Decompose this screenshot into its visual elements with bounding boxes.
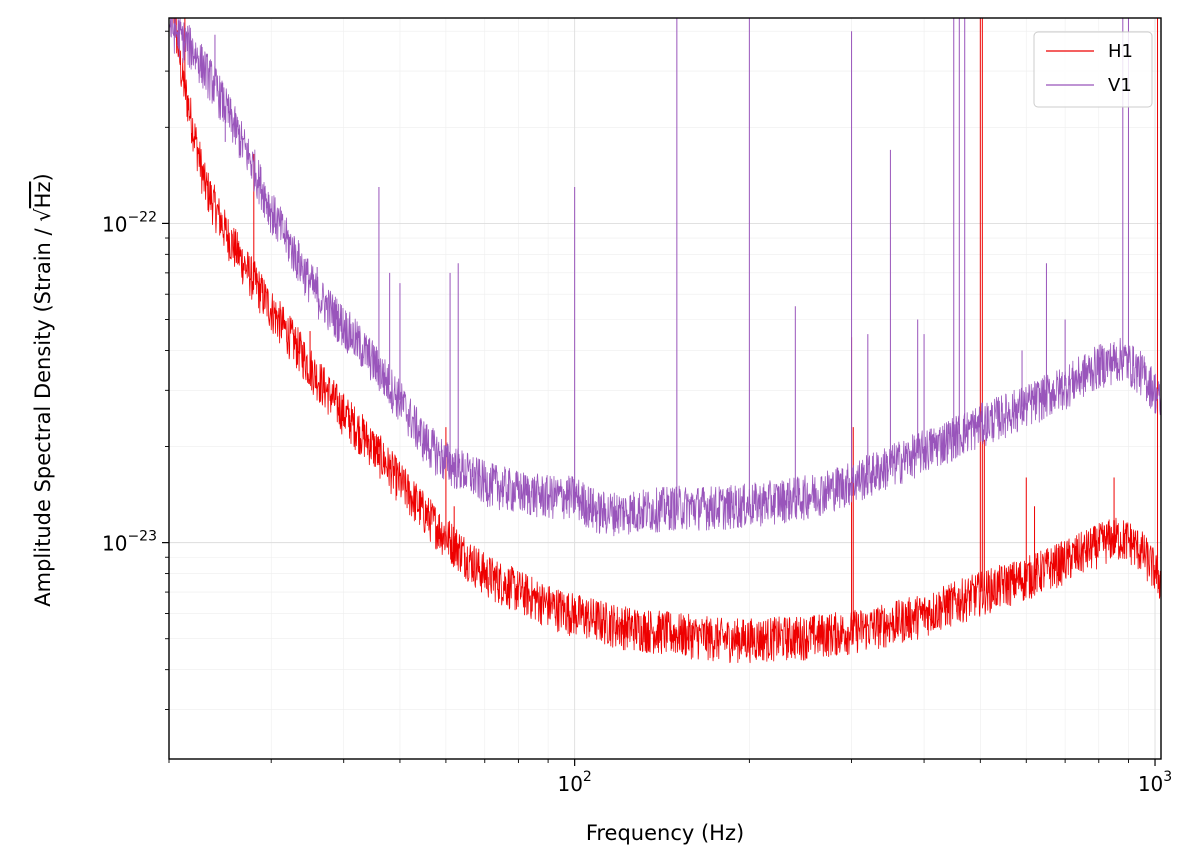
y-tick-label: 10−22 <box>102 209 157 236</box>
x-axis-label: Frequency (Hz) <box>586 821 744 845</box>
legend: H1 V1 <box>1033 31 1153 108</box>
series-H1 <box>173 18 1161 664</box>
y-axis-label: Amplitude Spectral Density (Strain / √Hz… <box>31 173 55 606</box>
legend-box <box>1033 31 1153 108</box>
plot-frame <box>168 17 1162 760</box>
x-tick-label: 102 <box>557 769 591 796</box>
x-tick-label: 103 <box>1138 769 1172 796</box>
y-axis-label-close: ) <box>31 173 55 181</box>
y-tick-label: 10−23 <box>102 529 157 556</box>
axis-ticks: 102 103 10−23 10−22 <box>102 30 1172 796</box>
legend-label-H1: H1 <box>1108 41 1133 62</box>
series-line-H1 <box>173 18 1161 664</box>
y-axis-label-unit: Hz <box>31 181 55 208</box>
series-V1 <box>169 18 1161 537</box>
series-layer <box>169 18 1161 664</box>
series-line-V1 <box>169 18 1161 537</box>
y-axis-label-main: Amplitude Spectral Density (Strain / <box>31 222 55 607</box>
legend-label-V1: V1 <box>1108 75 1132 96</box>
y-axis-label-sqrt: √ <box>31 208 55 222</box>
